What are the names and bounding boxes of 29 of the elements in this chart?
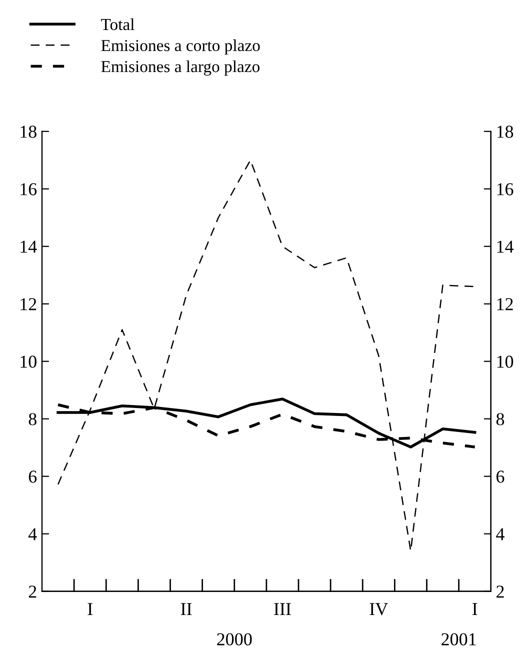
y-tick-label: 16 (20, 183, 37, 196)
legend-label: Total (101, 18, 134, 30)
y-tick-label: 4 (28, 528, 37, 540)
legend-label: Emisiones a corto plazo (101, 39, 260, 55)
y2-tick-label: 2 (496, 586, 504, 598)
y-tick-label: 18 (20, 126, 36, 138)
y2-tick-label: 6 (496, 470, 504, 483)
text: 2000 (217, 633, 252, 646)
y-tick-label: 14 (20, 240, 37, 253)
text: 2001 (442, 633, 476, 646)
y2-tick-label: 8 (496, 413, 504, 426)
x-tick-label: I (472, 603, 478, 615)
y2-tick-label: 16 (497, 183, 514, 196)
y2-tick-label: 4 (496, 528, 504, 540)
y2-tick-label: 14 (497, 240, 514, 253)
line-series (57, 160, 476, 552)
y-tick-label: 8 (28, 413, 36, 426)
x-tick-label: II (180, 603, 192, 615)
y2-tick-label: 12 (497, 298, 513, 310)
y2-tick-label: 18 (497, 126, 514, 138)
legend-label: Emisiones a largo plazo (101, 60, 260, 76)
x-tick-label: IV (370, 603, 388, 616)
x-tick-label: I (88, 603, 92, 615)
x-tick-label: III (274, 603, 291, 615)
y2-tick-label: 10 (497, 356, 514, 368)
y-tick-label: 12 (20, 298, 36, 310)
y-tick-label: 6 (28, 470, 37, 483)
y-tick-label: 10 (20, 356, 36, 368)
y-tick-label: 2 (28, 586, 36, 598)
